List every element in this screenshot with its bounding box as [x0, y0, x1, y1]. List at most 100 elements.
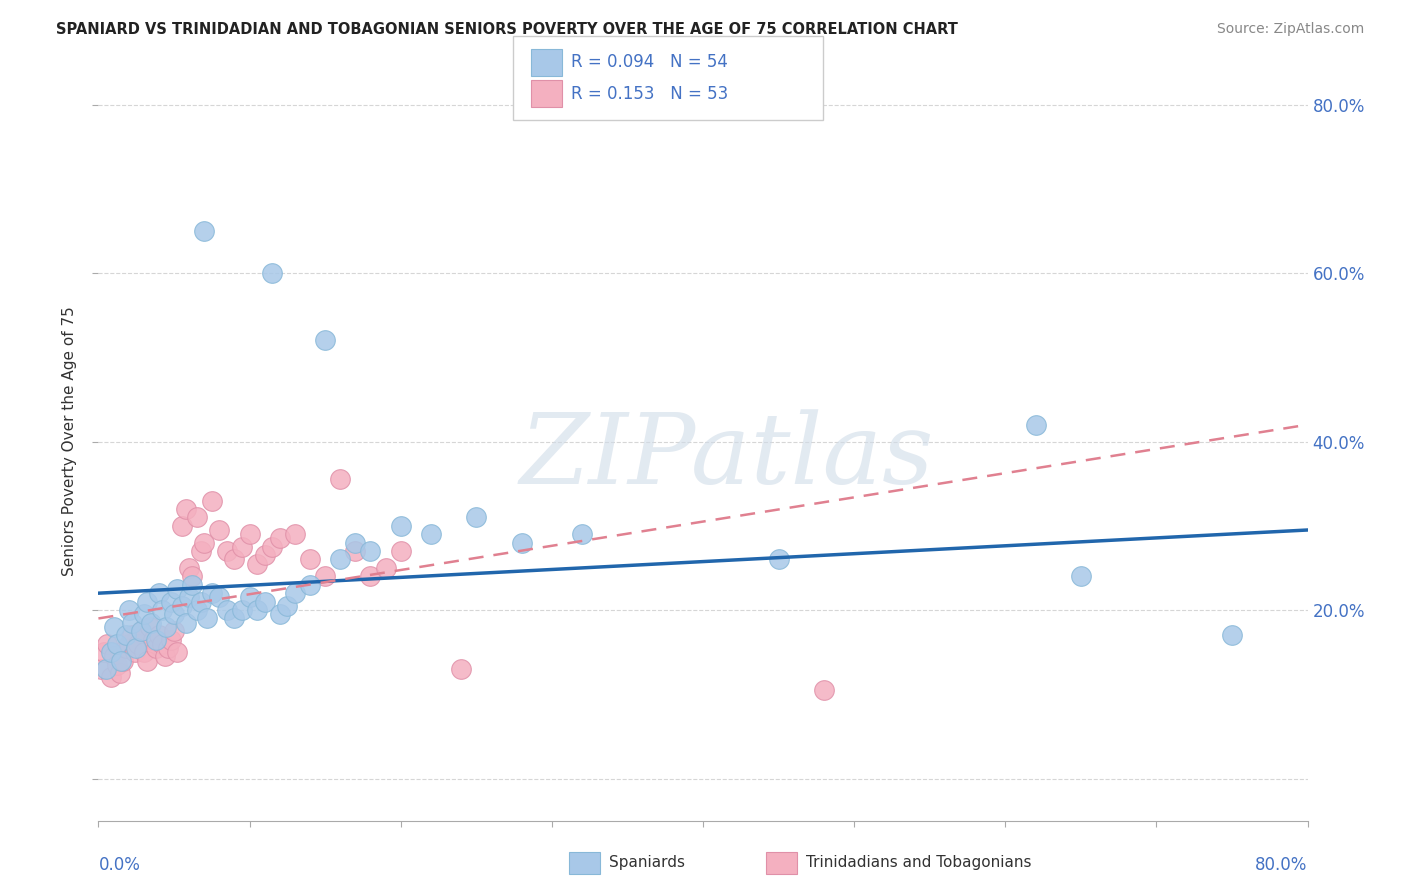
Point	[193, 535, 215, 549]
Point	[170, 518, 193, 533]
Point	[163, 624, 186, 639]
Point	[142, 632, 165, 647]
Point	[329, 552, 352, 566]
Point	[186, 510, 208, 524]
Point	[100, 645, 122, 659]
Point	[186, 603, 208, 617]
Point	[215, 544, 238, 558]
Point	[314, 569, 336, 583]
Point	[121, 615, 143, 630]
Text: Spaniards: Spaniards	[609, 855, 685, 870]
Point	[179, 561, 201, 575]
Point	[103, 620, 125, 634]
Point	[145, 640, 167, 655]
Point	[329, 473, 352, 487]
Point	[114, 628, 136, 642]
Point	[253, 548, 276, 563]
Point	[141, 615, 163, 630]
Point	[174, 615, 197, 630]
Point	[344, 535, 367, 549]
Point	[150, 603, 173, 617]
Point	[166, 645, 188, 659]
Point	[193, 224, 215, 238]
Point	[96, 637, 118, 651]
Point	[246, 603, 269, 617]
Point	[299, 552, 322, 566]
Point	[246, 557, 269, 571]
Point	[110, 654, 132, 668]
Point	[269, 607, 291, 622]
Text: 0.0%: 0.0%	[98, 856, 141, 874]
Point	[262, 540, 284, 554]
Point	[465, 510, 488, 524]
Point	[148, 628, 170, 642]
Point	[1024, 417, 1046, 432]
Point	[118, 637, 141, 651]
Point	[231, 540, 253, 554]
Point	[360, 544, 382, 558]
Point	[571, 527, 593, 541]
Point	[129, 624, 152, 639]
Point	[105, 637, 128, 651]
Point	[284, 586, 307, 600]
Text: R = 0.094   N = 54: R = 0.094 N = 54	[571, 54, 728, 71]
Text: SPANIARD VS TRINIDADIAN AND TOBAGONIAN SENIORS POVERTY OVER THE AGE OF 75 CORREL: SPANIARD VS TRINIDADIAN AND TOBAGONIAN S…	[56, 22, 957, 37]
Point	[224, 611, 246, 625]
Point	[208, 591, 231, 605]
Point	[201, 493, 224, 508]
Point	[190, 544, 212, 558]
Point	[195, 611, 218, 625]
Point	[160, 594, 183, 608]
Point	[768, 552, 790, 566]
Point	[155, 620, 177, 634]
Point	[269, 532, 291, 546]
Point	[111, 654, 134, 668]
Point	[127, 637, 149, 651]
Text: Trinidadians and Tobagonians: Trinidadians and Tobagonians	[806, 855, 1031, 870]
Point	[100, 670, 122, 684]
Point	[208, 523, 231, 537]
Point	[145, 632, 167, 647]
Point	[93, 645, 115, 659]
Point	[201, 586, 224, 600]
Point	[125, 640, 148, 655]
Point	[121, 628, 143, 642]
Point	[114, 640, 136, 655]
Point	[103, 649, 125, 664]
Point	[420, 527, 443, 541]
Point	[813, 683, 835, 698]
Point	[239, 591, 262, 605]
Point	[166, 582, 188, 596]
Point	[118, 603, 141, 617]
Point	[299, 578, 322, 592]
Point	[174, 502, 197, 516]
Point	[190, 594, 212, 608]
Point	[1220, 628, 1243, 642]
Point	[231, 603, 253, 617]
Point	[262, 266, 284, 280]
Point	[170, 599, 193, 613]
Point	[276, 599, 298, 613]
Point	[156, 640, 179, 655]
Point	[153, 649, 176, 664]
Y-axis label: Seniors Poverty Over the Age of 75: Seniors Poverty Over the Age of 75	[62, 307, 77, 576]
Point	[124, 645, 146, 659]
Point	[90, 662, 112, 676]
Point	[132, 645, 155, 659]
Point	[314, 334, 336, 348]
Point	[139, 620, 162, 634]
Point	[135, 654, 157, 668]
Point	[450, 662, 472, 676]
Point	[389, 544, 412, 558]
Point	[163, 607, 186, 622]
Point	[181, 569, 204, 583]
Text: Source: ZipAtlas.com: Source: ZipAtlas.com	[1216, 22, 1364, 37]
Point	[179, 591, 201, 605]
Point	[94, 662, 117, 676]
Point	[105, 657, 128, 672]
Point	[181, 578, 204, 592]
Point	[253, 594, 276, 608]
Point	[510, 535, 533, 549]
Point	[389, 518, 412, 533]
Point	[284, 527, 307, 541]
